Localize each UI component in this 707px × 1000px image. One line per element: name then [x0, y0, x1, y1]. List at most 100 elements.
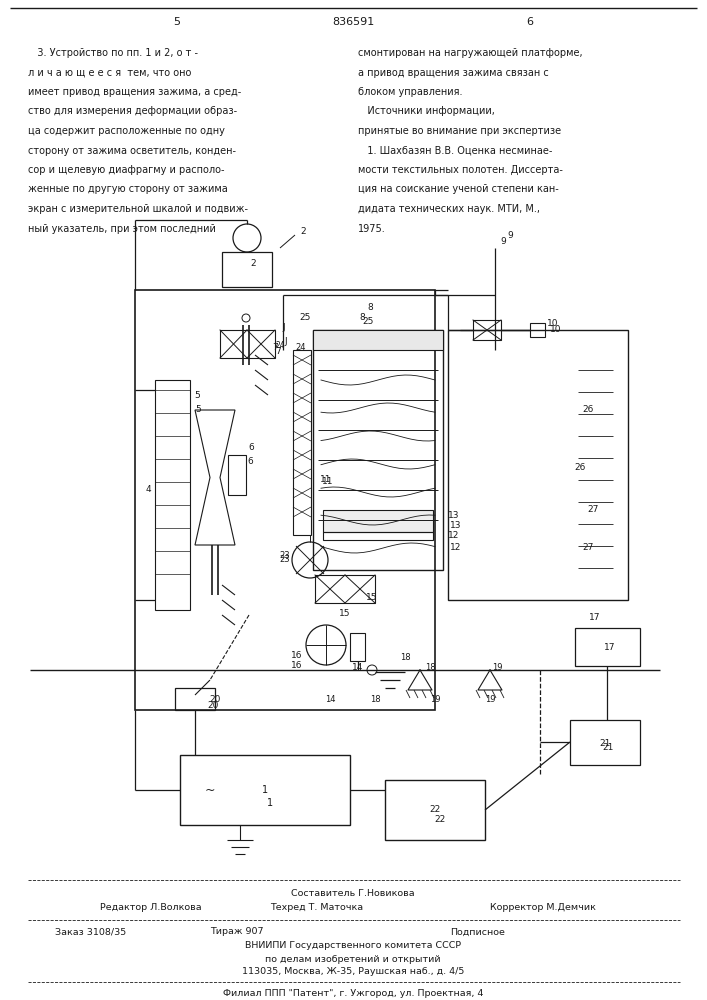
Text: 25: 25	[299, 314, 310, 322]
Text: 24: 24	[295, 344, 305, 353]
Text: экран с измерительной шкалой и подвиж-: экран с измерительной шкалой и подвиж-	[28, 204, 248, 214]
Text: 5: 5	[194, 390, 200, 399]
Text: л и ч а ю щ е е с я  тем, что оно: л и ч а ю щ е е с я тем, что оно	[28, 68, 192, 78]
Text: имеет привод вращения зажима, а сред-: имеет привод вращения зажима, а сред-	[28, 87, 241, 97]
Text: 9: 9	[500, 237, 506, 246]
Text: 15: 15	[366, 592, 378, 601]
Text: 6: 6	[247, 458, 252, 466]
Bar	[530, 323, 545, 337]
Text: 27: 27	[588, 506, 599, 514]
Text: сор и щелевую диафрагму и располо-: сор и щелевую диафрагму и располо-	[28, 165, 225, 175]
Text: ция на соискание ученой степени кан-: ция на соискание ученой степени кан-	[358, 184, 559, 194]
Text: 13: 13	[448, 510, 460, 520]
Text: 18: 18	[370, 696, 380, 704]
Text: 24: 24	[275, 340, 285, 350]
Text: 25: 25	[362, 318, 374, 326]
Text: 7: 7	[272, 344, 278, 353]
Text: 14: 14	[352, 664, 363, 672]
Bar	[155, 380, 190, 610]
Bar	[228, 455, 246, 495]
Text: ство для измерения деформации образ-: ство для измерения деформации образ-	[28, 106, 237, 116]
Text: женные по другую сторону от зажима: женные по другую сторону от зажима	[28, 184, 228, 194]
Text: Подписное: Подписное	[450, 928, 505, 936]
Bar	[575, 628, 640, 666]
Text: ный указатель, при этом последний: ный указатель, при этом последний	[28, 224, 216, 233]
Text: 19: 19	[430, 696, 440, 704]
Text: 8: 8	[367, 304, 373, 312]
Text: 13: 13	[450, 520, 462, 530]
Text: а привод вращения зажима связан с: а привод вращения зажима связан с	[358, 68, 549, 78]
Text: Редактор Л.Волкова: Редактор Л.Волкова	[100, 904, 201, 912]
Text: ца содержит расположенные по одну: ца содержит расположенные по одну	[28, 126, 225, 136]
Bar	[180, 755, 350, 825]
Bar	[222, 252, 272, 287]
Text: 6: 6	[527, 17, 534, 27]
Text: 5: 5	[173, 17, 180, 27]
Bar	[385, 780, 485, 840]
Text: 19: 19	[485, 696, 495, 704]
Text: 21: 21	[602, 744, 614, 752]
Text: принятые во внимание при экспертизе: принятые во внимание при экспертизе	[358, 126, 561, 136]
Bar	[323, 510, 433, 532]
Text: ВНИИПИ Государственного комитета СССР: ВНИИПИ Государственного комитета СССР	[245, 942, 461, 950]
Bar	[473, 320, 501, 340]
Bar	[313, 330, 443, 570]
Text: Составитель Г.Новикова: Составитель Г.Новикова	[291, 888, 415, 898]
Text: 113035, Москва, Ж-35, Раушская наб., д. 4/5: 113035, Москва, Ж-35, Раушская наб., д. …	[242, 968, 464, 976]
Text: 19: 19	[492, 662, 502, 672]
Text: 12: 12	[448, 530, 460, 540]
Text: 10: 10	[547, 320, 559, 328]
Text: 22: 22	[434, 816, 445, 824]
Bar	[350, 633, 365, 661]
Text: 17: 17	[589, 613, 601, 622]
Text: 14: 14	[325, 696, 335, 704]
Text: 11: 11	[320, 476, 332, 485]
Text: 16: 16	[291, 650, 302, 660]
Text: J: J	[284, 338, 286, 347]
Text: Заказ 3108/35: Заказ 3108/35	[55, 928, 127, 936]
Text: Корректор М.Демчик: Корректор М.Демчик	[490, 904, 596, 912]
Text: 1975.: 1975.	[358, 224, 386, 233]
Text: 26: 26	[583, 406, 594, 414]
Text: 23: 23	[279, 556, 290, 564]
Bar	[135, 290, 435, 710]
Text: 20: 20	[209, 696, 221, 704]
Text: 20: 20	[207, 700, 218, 710]
Text: 18: 18	[425, 662, 436, 672]
Text: 18: 18	[399, 654, 410, 662]
Text: сторону от зажима осветитель, конден-: сторону от зажима осветитель, конден-	[28, 145, 236, 155]
Text: блоком управления.: блоком управления.	[358, 87, 462, 97]
Text: 5: 5	[195, 406, 201, 414]
Bar	[315, 575, 375, 603]
Bar	[570, 720, 640, 765]
Text: 4: 4	[145, 486, 151, 494]
Text: 10: 10	[550, 326, 561, 334]
Text: 1: 1	[267, 798, 273, 808]
Text: по делам изобретений и открытий: по делам изобретений и открытий	[265, 954, 440, 964]
Text: Тираж 907: Тираж 907	[210, 928, 264, 936]
Text: 2: 2	[250, 258, 256, 267]
Text: 6: 6	[248, 444, 254, 452]
Text: 1: 1	[262, 785, 268, 795]
Text: 21: 21	[600, 738, 611, 748]
Bar	[448, 330, 628, 600]
Text: 26: 26	[574, 464, 585, 473]
Text: Источники информации,: Источники информации,	[358, 106, 495, 116]
Text: мости текстильных полотен. Диссерта-: мости текстильных полотен. Диссерта-	[358, 165, 563, 175]
Text: 7: 7	[275, 348, 281, 357]
Text: ~: ~	[205, 784, 215, 796]
Text: дидата технических наук. МТИ, М.,: дидата технических наук. МТИ, М.,	[358, 204, 540, 214]
Text: 12: 12	[450, 544, 462, 552]
Text: 11: 11	[322, 478, 334, 487]
Text: 836591: 836591	[332, 17, 374, 27]
Text: 3. Устройство по пп. 1 и 2, о т -: 3. Устройство по пп. 1 и 2, о т -	[28, 48, 198, 58]
Bar	[220, 330, 275, 358]
Text: Техред Т. Маточка: Техред Т. Маточка	[270, 904, 363, 912]
Text: Филиал ППП "Патент", г. Ужгород, ул. Проектная, 4: Филиал ППП "Патент", г. Ужгород, ул. Про…	[223, 988, 483, 998]
Bar	[175, 688, 215, 710]
Text: 17: 17	[604, 643, 616, 652]
Text: 22: 22	[429, 806, 440, 814]
Text: 23: 23	[279, 552, 290, 560]
Text: 15: 15	[339, 608, 351, 617]
Text: 2: 2	[300, 227, 305, 235]
